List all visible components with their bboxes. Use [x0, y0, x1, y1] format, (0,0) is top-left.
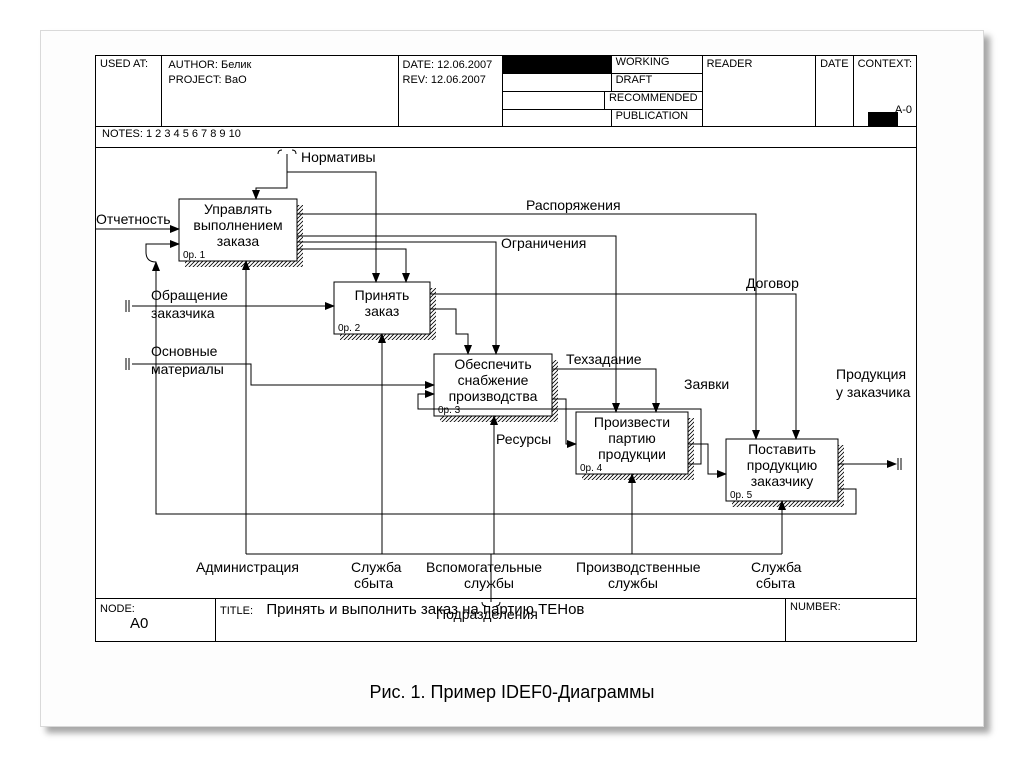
- lbl-zayav: Заявки: [684, 376, 729, 392]
- activity-box-2-code: 0р. 2: [338, 323, 361, 334]
- lbl-prod1: Продукция: [836, 366, 906, 382]
- lbl-sb4: сбыта: [756, 575, 795, 591]
- activity-box-1-line0: Управлять: [204, 201, 272, 217]
- figure-caption: Рис. 1. Пример IDEF0-Диаграммы: [0, 682, 1024, 703]
- author-value: Белик: [221, 59, 251, 71]
- activity-box-4-line2: продукции: [598, 446, 666, 462]
- lbl-vsp1: Вспомогательные: [426, 559, 542, 575]
- activity-box-4-line0: Произвести: [594, 414, 670, 430]
- date-rev-cell: DATE: 12.06.2007 REV: 12.06.2007: [399, 56, 503, 126]
- activity-box-5-line2: заказчику: [751, 473, 814, 489]
- activity-box-1-code: 0р. 1: [183, 250, 206, 261]
- lbl-obr1: Обращение: [151, 287, 228, 303]
- lbl-osn2: материалы: [151, 361, 224, 377]
- lbl-normativy: Нормативы: [301, 149, 376, 165]
- lbl-raspor: Распоряжения: [526, 197, 621, 213]
- title-cell: TITLE: Принять и выполнить заказ на парт…: [216, 599, 786, 641]
- activity-box-5-code: 0р. 5: [730, 490, 753, 501]
- diagram-header: USED AT: AUTHOR: Белик PROJECT: BaO DATE…: [96, 56, 916, 127]
- project-value: BaO: [225, 74, 247, 86]
- lbl-sb3: Служба: [751, 559, 802, 575]
- title-label: TITLE:: [220, 605, 253, 617]
- status-recommended: RECOMMENDED: [605, 92, 702, 109]
- idef0-diagram: USED AT: AUTHOR: Белик PROJECT: BaO DATE…: [95, 55, 917, 642]
- lbl-dogovor: Договор: [746, 275, 799, 291]
- node-value: A0: [130, 615, 148, 632]
- lbl-sb1: Служба: [351, 559, 402, 575]
- number-cell: NUMBER:: [786, 599, 916, 641]
- lbl-admin: Администрация: [196, 559, 299, 575]
- status-working: WORKING: [612, 56, 702, 73]
- activity-box-3-line0: Обеспечить: [454, 356, 531, 372]
- lbl-osn1: Основные: [151, 343, 218, 359]
- lbl-pr1: Производственные: [576, 559, 701, 575]
- status-grid: ■WORKING DRAFT RECOMMENDED PUBLICATION: [503, 56, 703, 126]
- author-project-cell: AUTHOR: Белик PROJECT: BaO: [162, 56, 398, 126]
- rev-value: 12.06.2007: [431, 74, 486, 86]
- rev-label: REV:: [403, 74, 428, 86]
- used-at-cell: USED AT:: [96, 56, 162, 126]
- lbl-pr2: службы: [608, 575, 658, 591]
- activity-box-5-line0: Поставить: [748, 441, 816, 457]
- status-draft: DRAFT: [612, 74, 702, 91]
- activity-box-1-line2: заказа: [217, 233, 260, 249]
- diagram-footer: NODE: A0 TITLE: Принять и выполнить зака…: [96, 598, 916, 641]
- activity-box-1-line1: выполнением: [193, 217, 282, 233]
- lbl-otchetnost: Отчетность: [96, 211, 171, 227]
- activity-box-3-line1: снабжение: [458, 372, 529, 388]
- lbl-sb2: сбыта: [354, 575, 393, 591]
- lbl-tehz: Техзадание: [566, 351, 642, 367]
- activity-box-3-code: 0р. 3: [438, 405, 461, 416]
- lbl-vsp2: службы: [464, 575, 514, 591]
- activity-box-4-line1: партию: [608, 430, 656, 446]
- activity-box-4-code: 0р. 4: [580, 463, 603, 474]
- date-value: 12.06.2007: [437, 59, 492, 71]
- activity-box-5-line1: продукцию: [747, 457, 817, 473]
- node-label: NODE:: [100, 603, 135, 615]
- diagram-canvas: Управлятьвыполнениемзаказа0р. 1Принятьза…: [96, 144, 916, 604]
- context-label: CONTEXT:: [858, 58, 912, 70]
- activity-box-3-line2: производства: [449, 388, 538, 404]
- activity-box-2-line0: Принять: [355, 287, 410, 303]
- title-value: Принять и выполнить заказ на партию ТЕНо…: [266, 601, 584, 618]
- context-black-box: [868, 112, 898, 126]
- reader-cell: READER: [703, 56, 816, 126]
- lbl-prod2: у заказчика: [836, 384, 911, 400]
- activity-box-2-line1: заказ: [365, 303, 400, 319]
- date-label: DATE:: [403, 59, 435, 71]
- author-label: AUTHOR:: [168, 59, 218, 71]
- status-publication: PUBLICATION: [612, 110, 702, 127]
- lbl-ogr: Ограничения: [501, 235, 586, 251]
- lbl-res: Ресурсы: [496, 431, 551, 447]
- project-label: PROJECT:: [168, 74, 221, 86]
- date2-cell: DATE: [816, 56, 854, 126]
- node-cell: NODE: A0: [96, 599, 216, 641]
- lbl-obr2: заказчика: [151, 305, 215, 321]
